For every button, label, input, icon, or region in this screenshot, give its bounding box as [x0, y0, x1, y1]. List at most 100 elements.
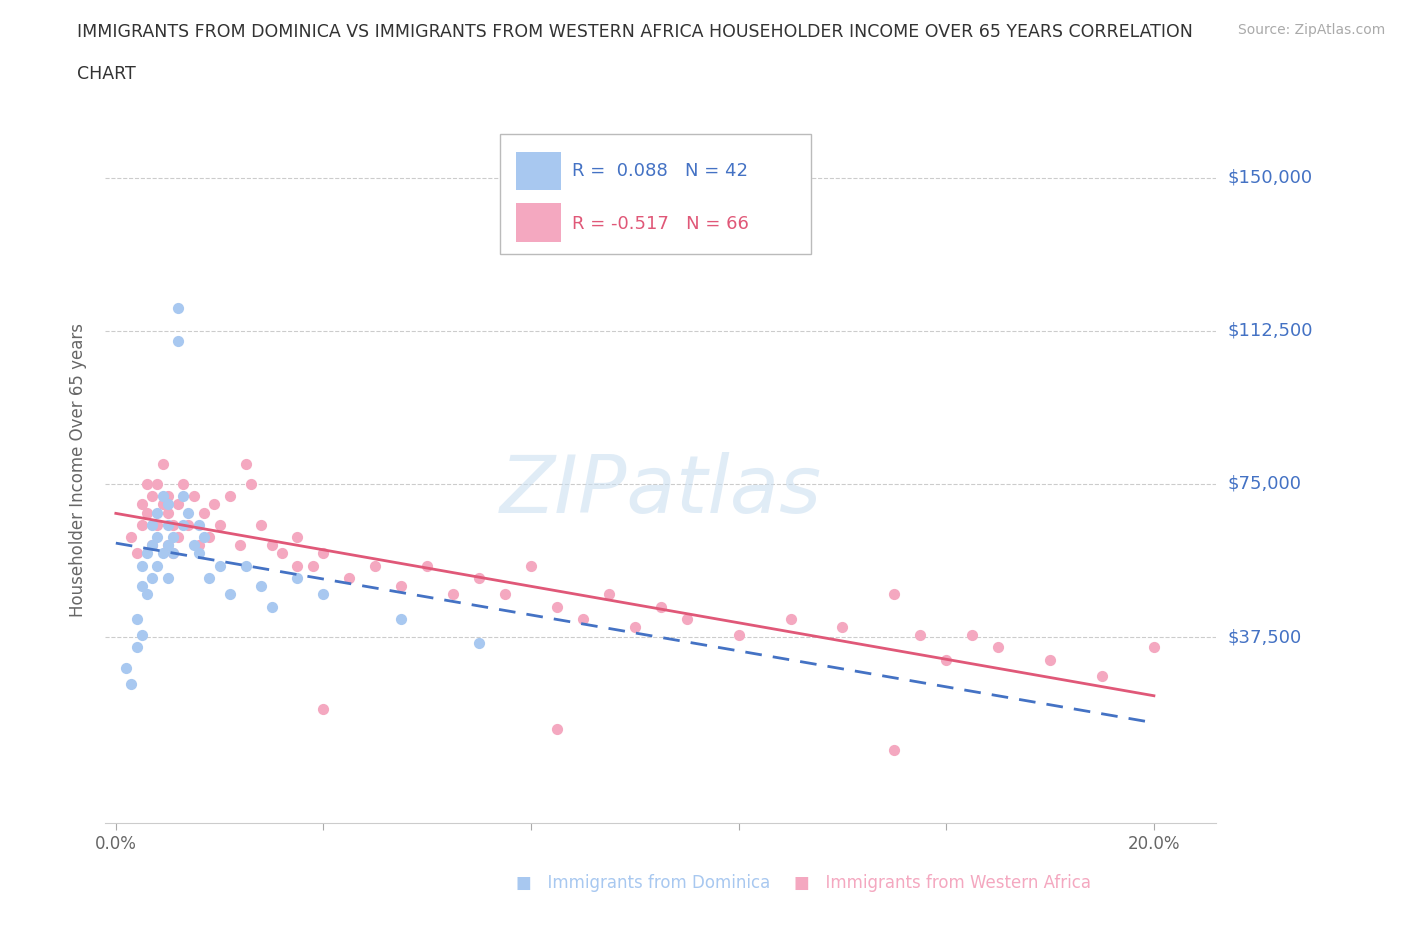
Point: [136, 546, 159, 561]
Point: [152, 497, 174, 512]
Bar: [516, 203, 561, 242]
Point: [219, 587, 242, 602]
Point: [167, 529, 190, 544]
Point: [250, 517, 273, 532]
Point: [1091, 669, 1114, 684]
Point: [141, 538, 163, 552]
Point: [115, 660, 138, 675]
Point: [287, 529, 309, 544]
Point: [235, 558, 257, 573]
Point: [389, 578, 412, 593]
Point: [146, 529, 169, 544]
Point: [520, 558, 543, 573]
Point: [883, 742, 905, 757]
Text: Source: ZipAtlas.com: Source: ZipAtlas.com: [1237, 23, 1385, 37]
Point: [468, 636, 491, 651]
Text: $112,500: $112,500: [1227, 322, 1313, 339]
Point: [193, 529, 215, 544]
Point: [152, 546, 174, 561]
Point: [120, 677, 142, 692]
Point: [162, 517, 184, 532]
Point: [250, 578, 273, 593]
Point: [260, 599, 283, 614]
Point: [1039, 652, 1062, 667]
Text: R = -0.517   N = 66: R = -0.517 N = 66: [572, 215, 749, 232]
Point: [136, 476, 159, 491]
Point: [468, 570, 491, 585]
Point: [156, 517, 179, 532]
Point: [883, 587, 905, 602]
Point: [271, 546, 294, 561]
Point: [187, 538, 209, 552]
Point: [260, 538, 283, 552]
Point: [598, 587, 620, 602]
Point: [910, 628, 932, 643]
Point: [364, 558, 387, 573]
Point: [152, 456, 174, 471]
Point: [156, 538, 179, 552]
Point: [204, 497, 226, 512]
Point: [302, 558, 325, 573]
Point: [235, 456, 257, 471]
Point: [131, 558, 153, 573]
Point: [831, 619, 853, 634]
Point: [193, 505, 215, 520]
Point: [131, 517, 153, 532]
Point: [167, 334, 190, 349]
Point: [494, 587, 516, 602]
Point: [131, 497, 153, 512]
Point: [156, 497, 179, 512]
Point: [572, 611, 595, 626]
Point: [239, 476, 262, 491]
Point: [935, 652, 957, 667]
Text: ■   Immigrants from Western Africa: ■ Immigrants from Western Africa: [794, 874, 1091, 892]
Point: [156, 538, 179, 552]
Point: [650, 599, 672, 614]
Point: [156, 570, 179, 585]
Point: [162, 546, 184, 561]
Point: [167, 497, 190, 512]
Point: [287, 570, 309, 585]
Text: CHART: CHART: [77, 65, 136, 83]
Point: [120, 529, 142, 544]
Point: [624, 619, 647, 634]
Point: [141, 489, 163, 504]
Point: [441, 587, 464, 602]
Text: IMMIGRANTS FROM DOMINICA VS IMMIGRANTS FROM WESTERN AFRICA HOUSEHOLDER INCOME OV: IMMIGRANTS FROM DOMINICA VS IMMIGRANTS F…: [77, 23, 1194, 41]
Point: [125, 640, 148, 655]
Text: ■   Immigrants from Dominica: ■ Immigrants from Dominica: [516, 874, 770, 892]
Point: [183, 538, 205, 552]
Point: [167, 300, 190, 315]
Point: [312, 701, 335, 716]
Point: [219, 489, 242, 504]
Point: [779, 611, 801, 626]
Point: [339, 570, 361, 585]
Point: [141, 517, 163, 532]
Point: [131, 628, 153, 643]
Point: [177, 505, 200, 520]
Point: [177, 517, 200, 532]
Point: [208, 558, 231, 573]
Point: [389, 611, 412, 626]
Text: $150,000: $150,000: [1227, 168, 1312, 187]
Point: [960, 628, 983, 643]
Point: [312, 546, 335, 561]
Point: [546, 599, 568, 614]
Point: [156, 505, 179, 520]
Text: ZIPatlas: ZIPatlas: [499, 452, 823, 530]
Point: [131, 578, 153, 593]
Text: $37,500: $37,500: [1227, 628, 1302, 646]
Text: $75,000: $75,000: [1227, 475, 1302, 493]
Point: [146, 558, 169, 573]
Bar: [516, 152, 561, 191]
Point: [187, 546, 209, 561]
Point: [416, 558, 439, 573]
Point: [312, 587, 335, 602]
Point: [675, 611, 697, 626]
Point: [136, 505, 159, 520]
Point: [152, 489, 174, 504]
Point: [146, 517, 169, 532]
Point: [141, 538, 163, 552]
Point: [172, 476, 194, 491]
Point: [125, 611, 148, 626]
